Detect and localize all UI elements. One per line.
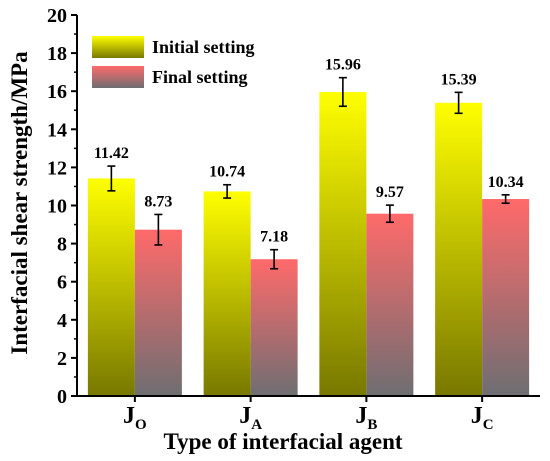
bar-initial-1 <box>203 191 251 396</box>
data-label-1-3: 10.34 <box>488 174 524 191</box>
legend-swatch-0 <box>92 36 144 58</box>
y-tick-label-6: 12 <box>47 157 67 179</box>
y-tick-label-8: 16 <box>47 81 67 103</box>
y-tick-label-10: 20 <box>47 5 67 27</box>
y-tick-label-1: 2 <box>57 348 67 370</box>
y-tick-label-5: 10 <box>47 196 67 218</box>
plot-area: 11.42 10.74 15.96 15.39 8.73 7.18 9.57 10.34 <box>87 57 530 397</box>
bar-final-3 <box>482 199 530 396</box>
x-tick-label-0: JO <box>123 403 147 433</box>
y-axis-title: Interfacial shear strength/MPa <box>7 51 32 355</box>
data-label-0-1: 10.74 <box>209 164 245 181</box>
bar-final-2 <box>366 213 414 396</box>
data-label-0-2: 15.96 <box>325 57 361 74</box>
bar-final-0 <box>134 229 182 396</box>
bar-final-1 <box>250 259 298 396</box>
legend-label-0: Initial setting <box>152 37 255 57</box>
y-tick-label-2: 4 <box>57 310 67 332</box>
data-label-1-2: 9.57 <box>376 184 404 201</box>
legend-label-1: Final setting <box>152 67 248 87</box>
x-tick-label-1: JA <box>239 403 262 433</box>
y-tick-label-3: 6 <box>57 272 67 294</box>
data-label-0-3: 15.39 <box>441 71 477 88</box>
axes: 0 2 4 6 8 10 12 14 16 18 20 JO JA JB JC <box>47 5 540 433</box>
y-tick-label-4: 8 <box>57 234 67 256</box>
data-label-1-0: 8.73 <box>144 193 172 210</box>
bar-initial-3 <box>435 102 483 397</box>
data-label-1-1: 7.18 <box>260 229 288 246</box>
y-tick-label-9: 18 <box>47 43 67 65</box>
y-tick-label-0: 0 <box>57 386 67 408</box>
x-tick-label-2: JB <box>355 403 377 433</box>
y-tick-label-7: 14 <box>47 119 67 141</box>
x-axis-title: Type of interfacial agent <box>163 429 402 454</box>
x-tick-label-3: JC <box>471 403 494 433</box>
bar-initial-2 <box>319 91 367 396</box>
data-label-0-0: 11.42 <box>94 145 129 162</box>
bar-initial-0 <box>87 178 135 396</box>
legend: Initial setting Final setting <box>92 36 255 88</box>
legend-swatch-1 <box>92 66 144 88</box>
